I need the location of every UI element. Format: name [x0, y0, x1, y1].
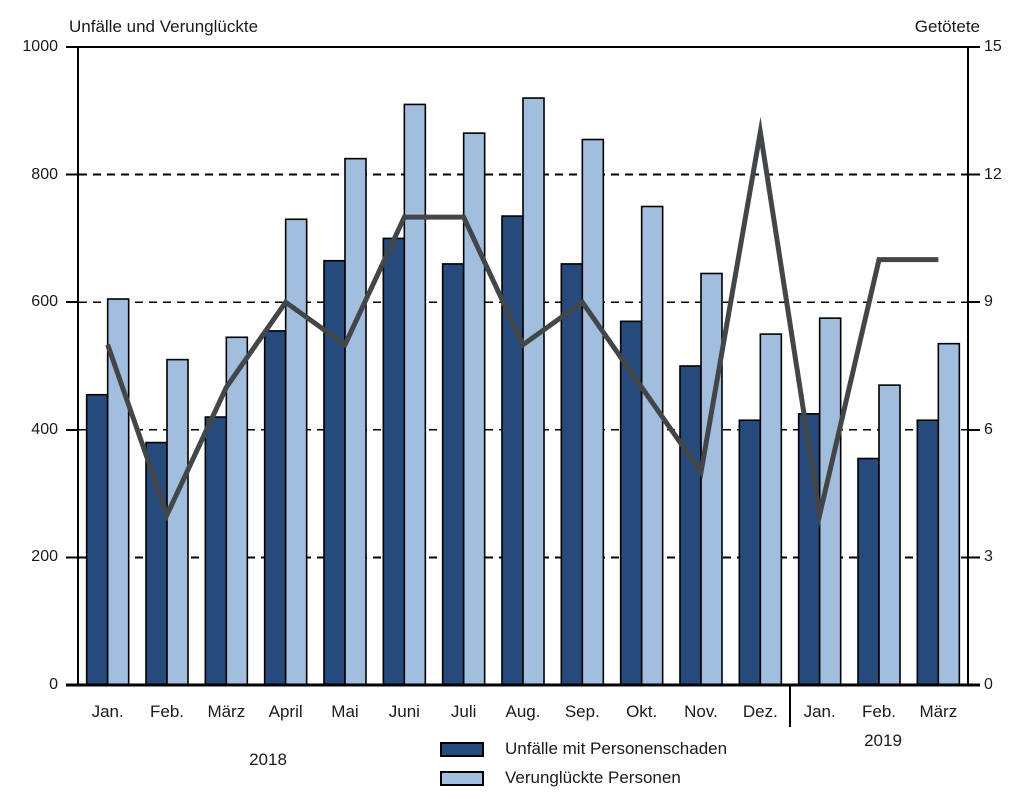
bar-verungluckte: [522, 97, 545, 686]
month-label: Jan.: [91, 702, 124, 721]
bar-verungluckte: [700, 272, 723, 686]
legend-item-unfaelle: Unfälle mit Personenschaden: [440, 740, 727, 758]
y-right-tick-label: 12: [984, 165, 1002, 183]
bar-unfaelle: [85, 393, 109, 686]
y-left-tick-label: 800: [31, 165, 58, 183]
bar-verungluckte: [403, 103, 427, 686]
bar-verungluckte: [462, 132, 486, 686]
legend-item-verungluckte: Verunglückte Personen: [440, 769, 681, 787]
bar-unfaelle: [441, 263, 465, 686]
line-getoetete: [105, 116, 939, 529]
bar-verungluckte: [166, 358, 189, 686]
right-axis-title: Getötete: [914, 17, 980, 36]
bar-unfaelle: [263, 330, 287, 686]
legend-swatch-verungluckte: [440, 770, 484, 786]
year-label-2018: 2018: [249, 750, 287, 769]
bar-unfaelle: [857, 457, 880, 686]
month-label: Mai: [331, 702, 359, 721]
bar-unfaelle: [738, 419, 762, 686]
legend-label-verungluckte: Verunglückte Personen: [505, 768, 681, 787]
bar-unfaelle: [679, 365, 702, 686]
y-left-tick-label: 400: [31, 420, 58, 438]
y-right-tick-label: 6: [984, 420, 993, 438]
month-label: Juni: [388, 702, 420, 721]
legend-swatch-unfaelle: [440, 741, 484, 757]
y-left-tick-label: 0: [49, 676, 58, 693]
bar-unfaelle: [382, 237, 406, 686]
bar-verungluckte: [878, 384, 901, 686]
bar-verungluckte: [759, 333, 783, 686]
y-left-tick-label: 200: [31, 548, 58, 566]
bar-verungluckte: [640, 205, 664, 686]
legend-label-unfaelle: Unfälle mit Personenschaden: [505, 739, 728, 758]
bar-unfaelle: [204, 416, 228, 686]
month-label: Sep.: [564, 702, 600, 721]
month-label: Aug.: [505, 702, 541, 721]
y-right-tick-label: 9: [984, 293, 993, 311]
y-right-tick-label: 3: [984, 548, 993, 566]
month-label: April: [268, 702, 303, 721]
month-label: Jan.: [803, 702, 836, 721]
month-label: Feb.: [149, 702, 185, 721]
month-label: März: [919, 702, 958, 721]
y-left-tick-label: 1000: [22, 38, 58, 55]
bar-verungluckte: [225, 336, 249, 686]
year-label-2019: 2019: [864, 731, 902, 750]
bar-verungluckte: [284, 218, 308, 686]
bar-verungluckte: [937, 342, 961, 686]
month-label: März: [207, 702, 246, 721]
month-label: Juli: [450, 702, 477, 721]
month-label: Okt.: [626, 702, 658, 721]
bar-unfaelle: [501, 215, 524, 686]
bar-unfaelle: [916, 419, 940, 686]
month-label: Dez.: [742, 702, 778, 721]
bar-verungluckte: [344, 157, 367, 686]
month-label: Nov.: [684, 702, 718, 721]
y-right-tick-label: 0: [984, 676, 993, 693]
y-right-tick-label: 15: [984, 38, 1002, 55]
month-label: Feb.: [861, 702, 897, 721]
bar-unfaelle: [323, 259, 346, 686]
y-left-tick-label: 600: [31, 293, 58, 311]
left-axis-title: Unfälle und Verunglückte: [69, 17, 259, 36]
bar-unfaelle: [560, 263, 584, 686]
bar-verungluckte: [581, 138, 605, 686]
